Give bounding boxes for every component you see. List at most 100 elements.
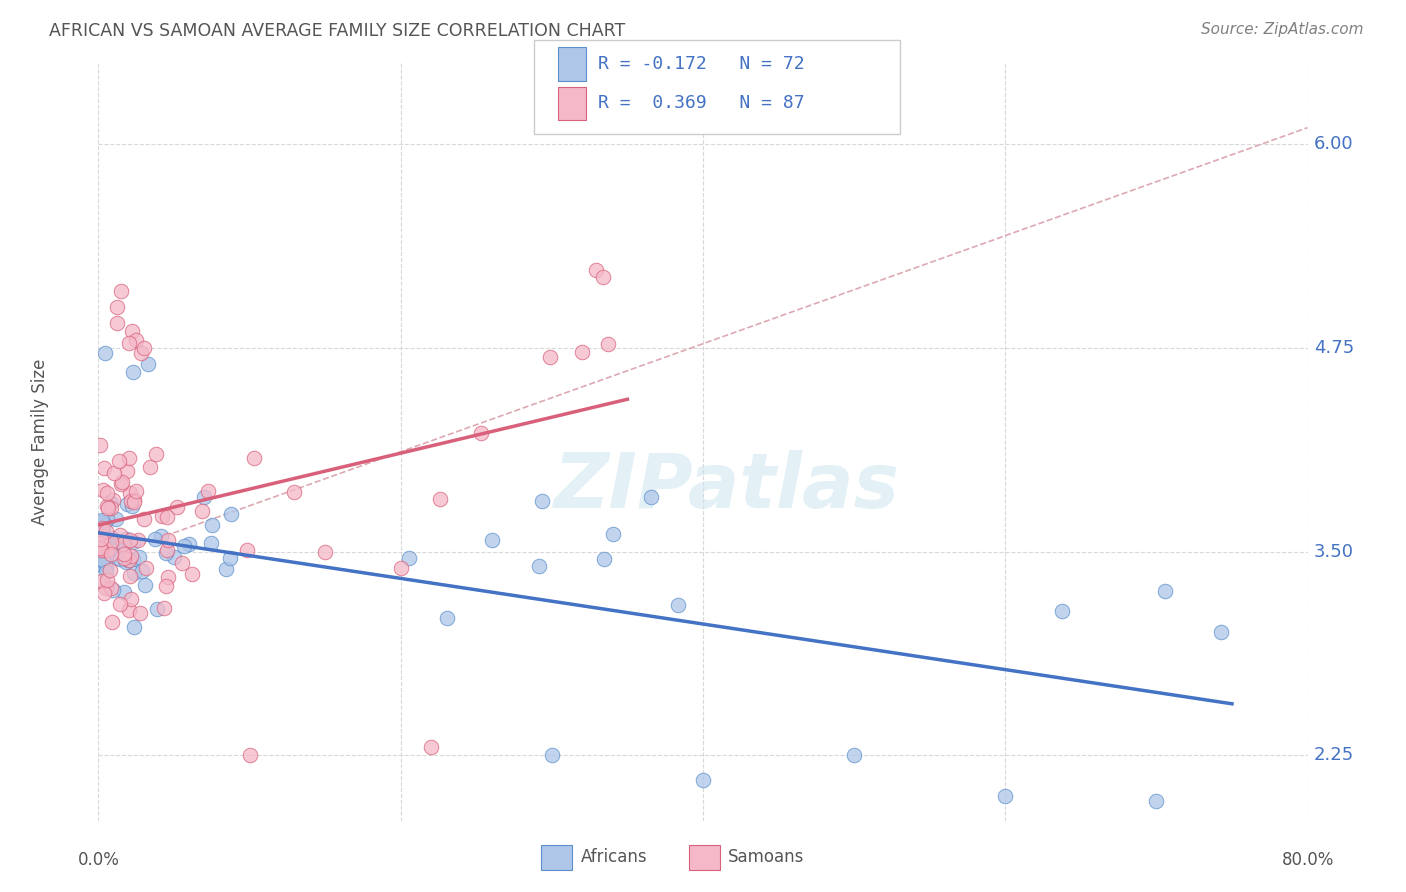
Point [127,533,149,547]
Point [110,540,132,554]
Point [215,562,238,576]
Point [91,553,114,567]
Point [193,490,215,504]
Point [118,335,141,350]
Point [89,438,111,452]
Point [100,501,122,516]
Point [135,560,157,574]
Point [436,611,458,625]
Point [96,499,118,513]
Point [120,494,142,508]
Point [219,507,242,521]
Point [170,556,193,570]
Point [120,549,142,563]
Point [96,542,118,557]
Point [602,527,624,541]
Text: 80.0%: 80.0% [1281,851,1334,869]
Point [91,574,114,588]
Point [108,543,131,558]
Point [125,483,148,498]
Point [145,602,167,616]
Point [219,551,242,566]
Point [114,532,136,546]
Point [101,615,124,630]
Point [97,500,120,515]
Point [125,333,148,347]
Point [96,573,118,587]
Point [593,551,616,566]
Point [112,585,135,599]
Point [134,578,156,592]
Text: 6.00: 6.00 [1313,135,1353,153]
Point [90,532,112,546]
Point [110,551,132,566]
Point [156,510,179,524]
Point [101,583,124,598]
Point [96,486,118,500]
Point [201,518,224,533]
Point [429,491,451,506]
Text: Source: ZipAtlas.com: Source: ZipAtlas.com [1201,22,1364,37]
Point [692,772,714,787]
Point [179,537,201,551]
Point [1050,604,1073,618]
Point [538,351,561,365]
Point [110,284,132,298]
Point [100,539,122,553]
Point [100,496,122,510]
Point [96,512,118,526]
Point [89,517,111,532]
Point [89,557,111,571]
Point [103,492,125,507]
Text: 0.0%: 0.0% [77,851,120,869]
Point [166,500,188,515]
Point [153,601,176,615]
Text: ZIPatlas: ZIPatlas [554,450,900,524]
Point [1209,624,1232,639]
Text: R = -0.172   N = 72: R = -0.172 N = 72 [598,55,804,73]
Point [93,517,115,532]
Point [481,533,503,547]
Point [101,531,124,545]
Point [398,551,420,566]
Point [121,535,143,549]
Point [118,486,141,500]
Point [131,564,153,578]
Point [90,515,112,529]
Point [96,582,118,596]
Point [91,513,114,527]
Point [155,579,177,593]
Point [236,542,259,557]
Point [163,549,186,564]
Point [100,535,122,549]
Point [112,548,135,562]
Point [121,500,143,514]
Text: Samoans: Samoans [728,848,804,866]
Point [90,521,112,535]
Point [283,484,305,499]
Point [111,537,134,551]
Text: AFRICAN VS SAMOAN AVERAGE FAMILY SIZE CORRELATION CHART: AFRICAN VS SAMOAN AVERAGE FAMILY SIZE CO… [49,22,626,40]
Point [115,497,138,511]
Point [540,748,562,763]
Point [100,547,122,561]
Point [128,549,150,564]
Point [94,560,117,574]
Point [120,591,142,606]
Point [108,597,131,611]
Point [108,528,131,542]
Point [112,551,135,566]
Point [108,453,131,467]
Point [122,494,145,508]
Point [530,493,553,508]
Point [118,603,141,617]
Point [115,465,138,479]
Point [91,483,114,497]
Point [592,269,614,284]
Point [145,447,167,461]
Point [89,533,111,547]
Point [105,300,128,314]
Point [420,740,443,755]
Point [1153,583,1175,598]
Point [90,556,112,570]
